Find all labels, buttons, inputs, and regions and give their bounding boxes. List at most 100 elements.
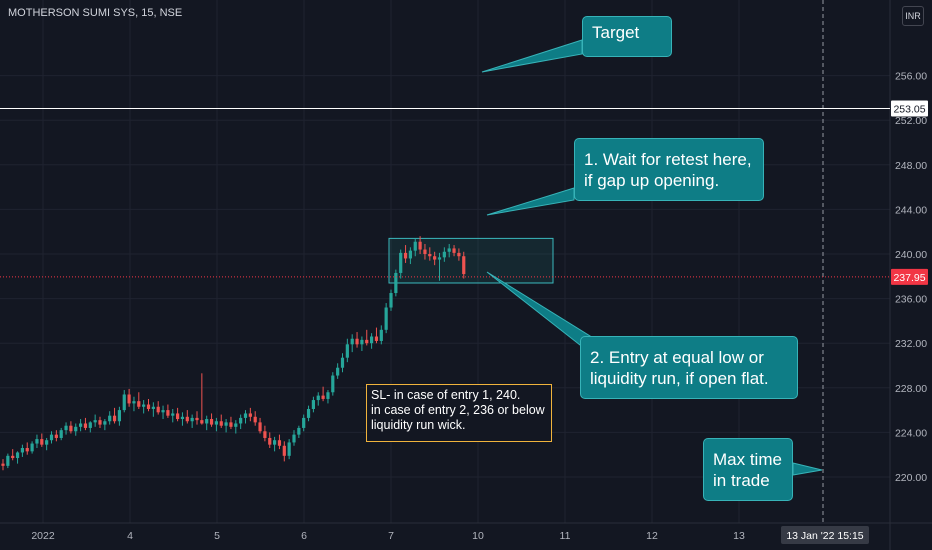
sl-line-1: SL- in case of entry 1, 240. [371,388,521,402]
candle-body [112,415,117,422]
wait-line-2: if gap up opening. [584,171,720,190]
wait-line-1: 1. Wait for retest here, [584,150,752,169]
y-tick-label-0: 220.00 [895,472,927,484]
target-callout[interactable]: Target [582,16,672,57]
entry-line-1: 2. Entry at equal low or [590,348,764,367]
candle-body [214,421,218,425]
current-price-badge [891,268,928,285]
max-time-line-2: in trade [713,471,770,490]
retest-zone-box [388,237,554,284]
stop-loss-note[interactable]: SL- in case of entry 1, 240. in case of … [366,384,552,442]
x-tick-label-1: 4 [127,530,133,542]
x-tick-label-7: 12 [646,530,658,542]
candle-body [408,250,412,259]
candle-body [205,419,209,424]
candle-body [171,413,175,416]
candle-body [442,251,446,258]
candle-body [35,439,39,444]
candle-body [384,307,388,330]
sl-line-3: liquidity run wick. [371,418,466,432]
candle-body [248,413,252,417]
candle-body [88,422,92,428]
candle-body [185,416,189,422]
candle-body [428,254,432,257]
candle-body [277,440,282,446]
target-label: Target [592,23,640,42]
candle-body [243,413,248,418]
candle-body [64,425,68,431]
candle-body [146,404,151,409]
max-time-callout-pointer [792,462,823,476]
candle-body [423,249,427,254]
candle-body [345,344,349,358]
candle-body [74,426,78,432]
candle-body [452,248,456,253]
candle-body [379,329,383,341]
candle-body [83,423,88,428]
y-tick-label-7: 248.00 [895,160,927,172]
x-tick-label-8: 13 [733,530,745,542]
candle-body [399,252,403,273]
candle-body [122,394,126,411]
y-tick-label-6: 244.00 [895,204,927,216]
candle-body [394,272,398,294]
target-price-badge-label: 253.05 [893,103,925,115]
y-tick-label-3: 232.00 [895,338,927,350]
candle-body [25,448,29,452]
target-price-badge [891,100,928,117]
candle-body [370,336,374,344]
candle-body [49,434,54,441]
entry-callout[interactable]: 2. Entry at equal low or liquidity run, … [580,336,798,399]
entry-line-2: liquidity run, if open flat. [590,369,769,388]
y-tick-label-1: 224.00 [895,427,927,439]
x-tick-label-6: 11 [560,530,571,542]
candle-body [20,448,24,453]
candle-body [108,415,112,422]
crosshair-date-badge [781,526,869,544]
candle-body [360,339,364,345]
candle-body [258,422,262,432]
candle-body [316,395,320,401]
wait-retest-callout[interactable]: 1. Wait for retest here, if gap up openi… [574,138,764,201]
candle-body [224,422,228,426]
y-tick-label-8: 252.00 [895,115,927,127]
x-tick-label-4: 7 [388,530,394,542]
candle-body [15,452,20,459]
candle-body [389,293,393,308]
wait-callout-pointer [486,187,575,216]
candle-body [6,455,10,466]
candle-body [365,339,369,344]
target-callout-pointer [481,39,583,73]
x-tick-label-5: 10 [472,530,484,542]
candle-body [462,256,466,275]
y-tick-label-4: 236.00 [895,294,927,306]
candle-body [98,420,102,425]
y-tick-label-9: 256.00 [895,71,927,83]
candle-body [103,421,107,425]
candle-body [418,241,422,250]
candle-body [117,410,121,422]
max-time-callout[interactable]: Max time in trade [703,438,793,501]
x-tick-label-2: 5 [214,530,220,542]
candle-body [311,400,315,409]
candle-body [45,440,49,445]
currency-button[interactable]: INR [902,6,924,26]
candle-body [287,442,291,456]
candle-body [297,427,301,435]
candle-body [239,417,243,424]
x-tick-label-3: 6 [301,530,307,542]
candle-body [127,394,131,404]
candle-body [79,423,83,427]
candle-body [263,431,267,438]
candle-body [340,357,345,368]
candle-body [54,434,58,438]
candle-body [350,338,354,345]
candle-body [93,420,97,423]
current-price-badge-label: 237.95 [893,272,925,284]
y-tick-label-5: 240.00 [895,249,927,261]
candle-body [69,425,73,432]
candle-body [161,410,165,413]
candle-body [282,445,286,456]
candle-body [11,455,15,459]
